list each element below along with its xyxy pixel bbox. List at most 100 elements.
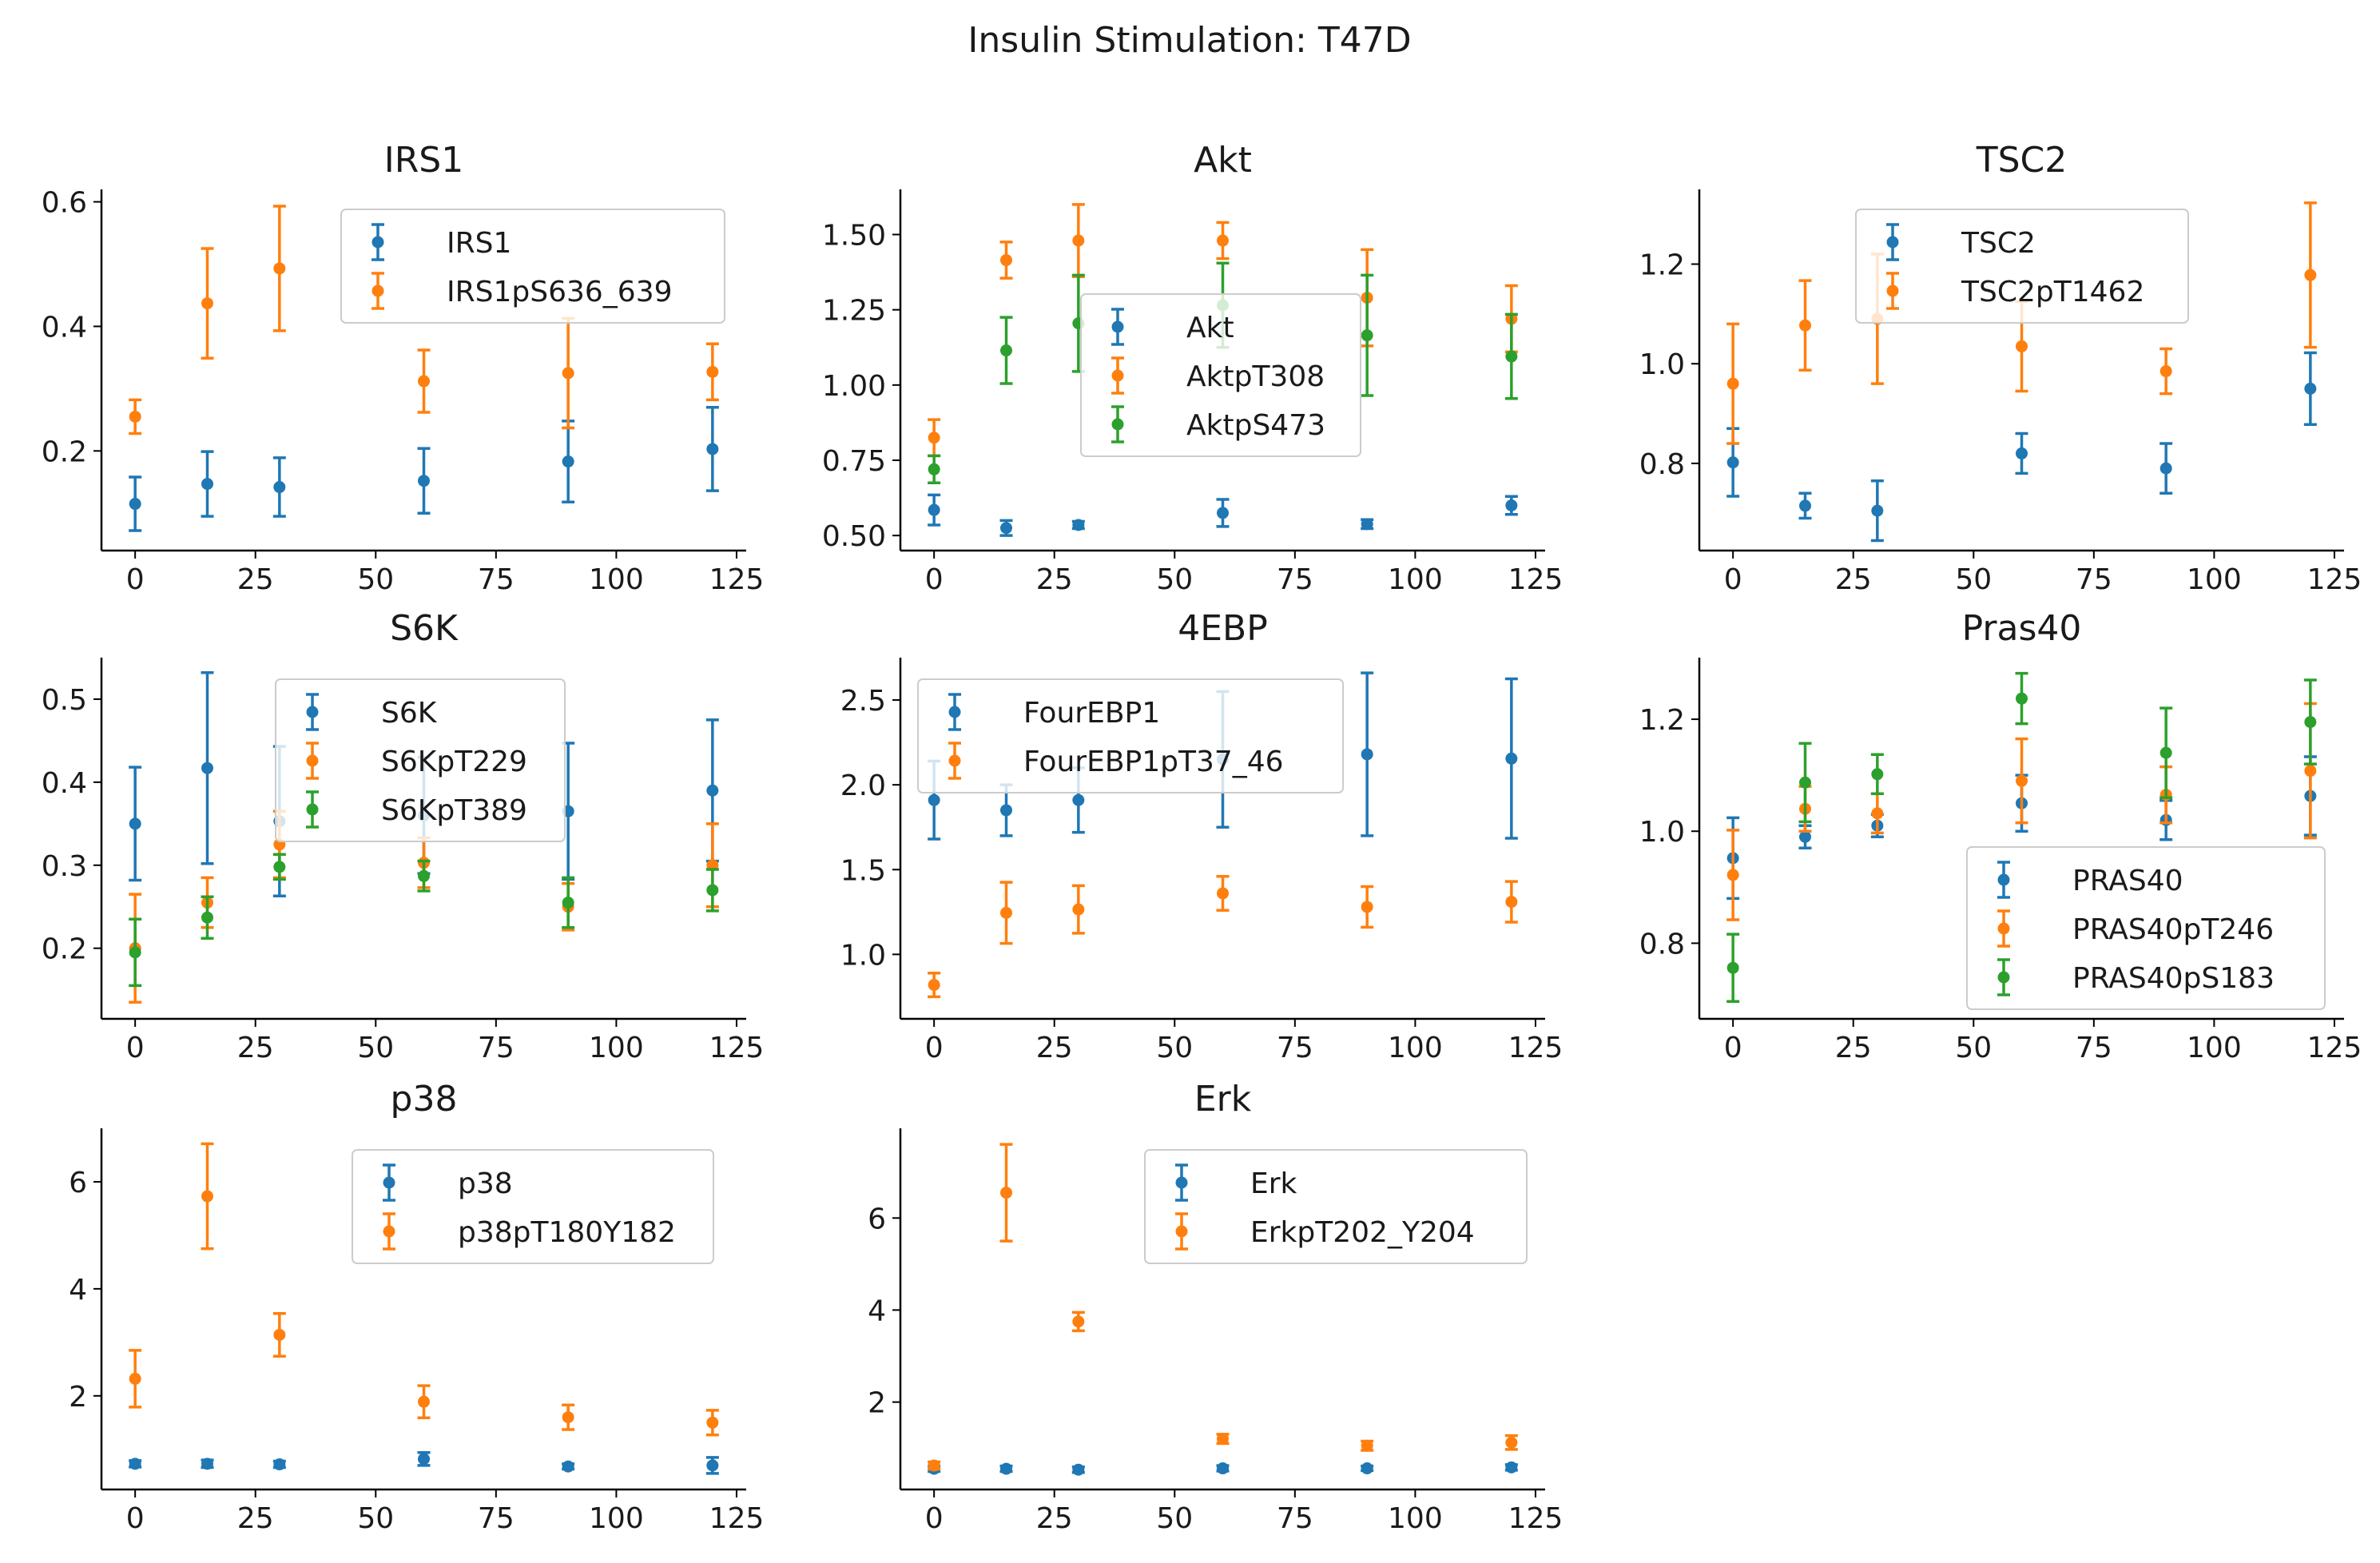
data-point xyxy=(1871,807,1884,820)
legend-entry: S6K xyxy=(306,693,438,731)
x-tick-label: 0 xyxy=(1724,1032,1742,1064)
legend-marker xyxy=(1997,873,2010,886)
x-tick-label: 100 xyxy=(589,563,644,596)
data-point xyxy=(999,804,1012,817)
data-point xyxy=(999,1187,1012,1199)
y-tick-label: 0.50 xyxy=(822,520,886,553)
data-point xyxy=(1217,234,1229,247)
data-point xyxy=(1217,1462,1229,1475)
x-tick-label: 75 xyxy=(478,1032,515,1064)
data-point xyxy=(706,365,719,378)
data-point xyxy=(201,478,213,491)
legend-entry: IRS1pS636_639 xyxy=(372,272,673,310)
x-tick-label: 50 xyxy=(1955,1032,1992,1064)
x-tick-label: 75 xyxy=(1277,563,1313,596)
legend-label: p38 xyxy=(458,1167,513,1200)
data-point xyxy=(1505,752,1518,765)
data-point xyxy=(1361,748,1373,761)
subplot-title: Erk xyxy=(1194,1079,1252,1120)
subplot-title: TSC2 xyxy=(1976,140,2068,181)
legend-label: FourEBP1pT37_46 xyxy=(1023,746,1284,778)
legend-label: AktpT308 xyxy=(1186,360,1325,393)
subplot-title: Pras40 xyxy=(1962,608,2082,649)
data-point xyxy=(1072,793,1085,806)
y-tick-label: 1.0 xyxy=(1639,348,1685,381)
data-point xyxy=(706,884,719,897)
series-erkpt202_y204 xyxy=(928,1143,1518,1472)
subplot-title: p38 xyxy=(391,1079,458,1120)
legend: TSC2 TSC2pT1462 xyxy=(1855,209,2189,324)
x-tick-label: 50 xyxy=(357,1502,394,1535)
x-tick-label: 75 xyxy=(478,563,515,596)
x-tick-label: 50 xyxy=(1955,563,1992,596)
x-tick-label: 100 xyxy=(2187,563,2242,596)
x-tick-label: 100 xyxy=(589,1032,644,1064)
y-tick-label: 1.50 xyxy=(822,220,886,253)
data-point xyxy=(129,498,141,511)
x-tick-label: 75 xyxy=(2076,1032,2112,1064)
data-point xyxy=(1072,1315,1085,1328)
legend-entry: S6KpT389 xyxy=(306,790,527,829)
data-point xyxy=(928,503,940,516)
y-tick-label: 0.6 xyxy=(42,187,87,220)
y-tick-label: 2 xyxy=(868,1387,886,1420)
data-point xyxy=(129,946,141,959)
x-tick-label: 50 xyxy=(357,1032,394,1064)
y-tick-label: 2 xyxy=(69,1381,87,1414)
y-tick-label: 0.8 xyxy=(1639,928,1685,960)
data-point xyxy=(273,1458,286,1471)
series-akt xyxy=(928,493,1518,537)
legend-frame xyxy=(1966,846,2326,1010)
data-point xyxy=(928,463,940,475)
subplot-title: IRS1 xyxy=(384,140,463,181)
data-point xyxy=(1798,499,1811,512)
legend: S6K S6KpT229 S6KpT389 xyxy=(275,678,566,842)
data-point xyxy=(201,1458,213,1470)
x-tick-label: 0 xyxy=(126,1502,145,1535)
legend: PRAS40 PRAS40pT246 PRAS40pS183 xyxy=(1966,846,2326,1010)
data-point xyxy=(562,367,574,380)
legend-entry: PRAS40pT246 xyxy=(1997,909,2274,948)
data-point xyxy=(706,1416,719,1429)
data-point xyxy=(928,979,940,992)
x-tick-label: 50 xyxy=(1156,1502,1193,1535)
legend-label: IRS1pS636_639 xyxy=(447,276,673,308)
data-point xyxy=(1217,887,1229,900)
x-tick-label: 100 xyxy=(1388,1502,1443,1535)
data-point xyxy=(1798,776,1811,789)
y-tick-label: 4 xyxy=(69,1274,87,1306)
data-point xyxy=(999,254,1012,267)
data-point xyxy=(562,455,574,468)
series-pras40ps183 xyxy=(1726,671,2317,1004)
x-tick-label: 0 xyxy=(126,1032,145,1064)
x-tick-label: 100 xyxy=(1388,563,1443,596)
subplot-grid: IRS1 0 25 50 75 100 125 0.2 0.4 0.6 IRS1 IRS1pS636_… xyxy=(42,140,2362,1535)
y-tick-label: 1.0 xyxy=(1639,816,1685,849)
legend-marker xyxy=(306,754,319,767)
legend-entry: PRAS40 xyxy=(1997,861,2183,899)
legend-label: PRAS40pT246 xyxy=(2072,913,2274,946)
series-fourebp1pt37_46 xyxy=(928,874,1518,999)
x-tick-label: 50 xyxy=(1156,1032,1193,1064)
data-point xyxy=(999,1462,1012,1475)
legend-marker xyxy=(1111,369,1124,382)
data-point xyxy=(2304,268,2317,281)
y-tick-label: 0.3 xyxy=(42,850,87,883)
legend-marker xyxy=(1111,418,1124,431)
legend-marker xyxy=(306,706,319,718)
figure-title: Insulin Stimulation: T47D xyxy=(967,20,1411,61)
x-tick-label: 75 xyxy=(2076,563,2112,596)
data-point xyxy=(706,784,719,797)
legend-marker xyxy=(1175,1225,1188,1238)
series-irs1ps636_639 xyxy=(129,205,719,435)
legend-entry: ErkpT202_Y204 xyxy=(1175,1212,1475,1251)
legend-label: S6KpT229 xyxy=(381,746,527,778)
data-point xyxy=(1217,507,1229,519)
series-pras40pt246 xyxy=(1726,702,2317,921)
data-point xyxy=(418,869,430,882)
data-point xyxy=(201,1190,213,1203)
y-tick-label: 0.2 xyxy=(42,933,87,966)
